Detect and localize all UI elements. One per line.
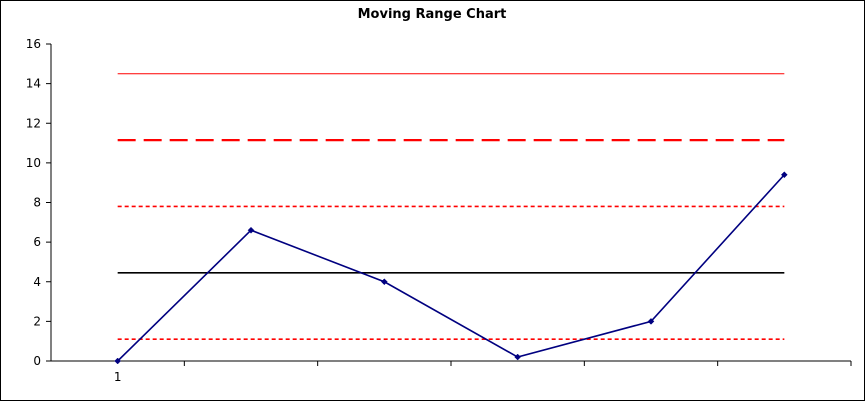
data-point-marker xyxy=(380,278,388,286)
y-tick-label: 12 xyxy=(26,116,41,130)
chart-title: Moving Range Chart xyxy=(358,7,507,22)
data-point-marker xyxy=(114,357,122,365)
data-point-marker xyxy=(647,318,655,325)
y-tick-label: 2 xyxy=(33,314,41,328)
series-line xyxy=(117,174,785,362)
y-tick-label: 14 xyxy=(26,77,41,91)
x-tick-label: 1 xyxy=(114,370,122,384)
data-point-marker xyxy=(514,353,522,361)
y-tick-label: 4 xyxy=(33,275,41,289)
data-point-marker xyxy=(247,226,255,234)
y-tick-label: 6 xyxy=(33,235,41,249)
y-tick-label: 0 xyxy=(33,354,41,368)
data-point-marker xyxy=(780,171,788,179)
y-tick-label: 10 xyxy=(26,156,41,170)
y-tick-label: 8 xyxy=(33,196,41,210)
y-tick-label: 16 xyxy=(26,37,41,51)
plot-area: 0 2 4 6 8 10 12 14 16 1 xyxy=(26,37,852,384)
